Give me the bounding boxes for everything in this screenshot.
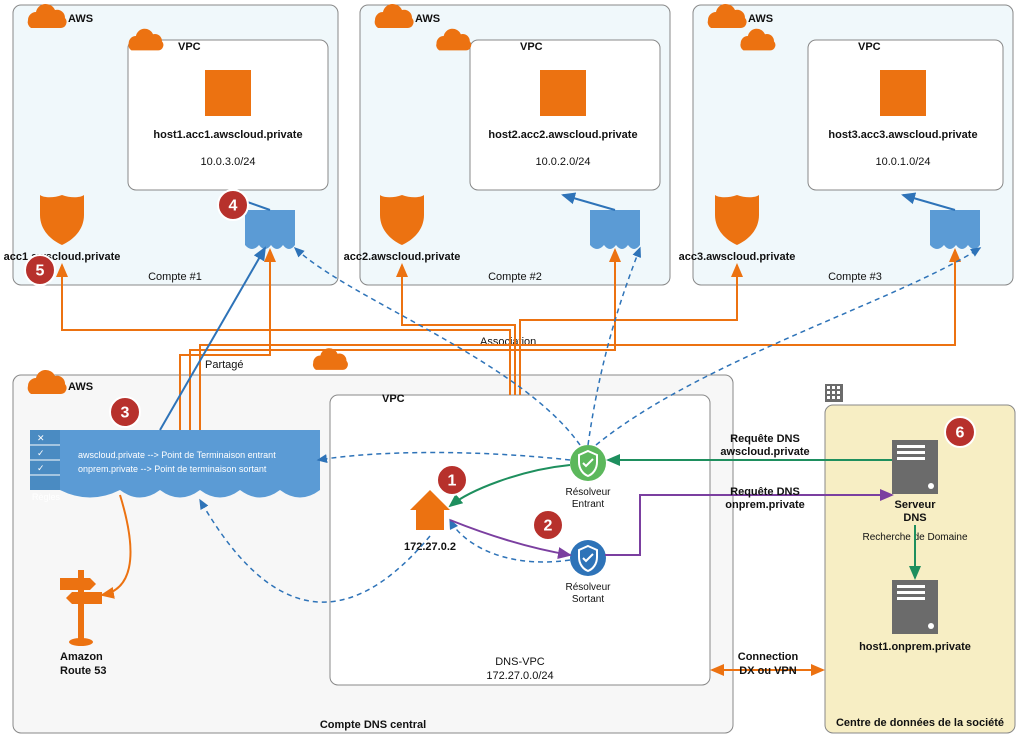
- dns-vpc-cidr: 172.27.0.0/24: [486, 670, 553, 682]
- svg-text:acc2.awscloud.private: acc2.awscloud.private: [344, 251, 461, 263]
- account-title: Compte #1: [148, 271, 202, 283]
- svg-text:Serveur: Serveur: [895, 499, 937, 511]
- dc-title: Centre de données de la société: [836, 717, 1004, 729]
- svg-text:onprem.private: onprem.private: [725, 499, 804, 511]
- r53-label-2: Route 53: [60, 665, 106, 677]
- badge-2-label: 2: [544, 518, 553, 535]
- rules-doc-icon: [245, 210, 295, 249]
- svg-text:10.0.1.0/24: 10.0.1.0/24: [875, 156, 930, 168]
- svg-text:AWS: AWS: [748, 13, 773, 25]
- badge-3-label: 3: [121, 405, 130, 422]
- onprem-host-icon: [892, 580, 938, 634]
- svg-text:Entrant: Entrant: [572, 499, 604, 510]
- badge-1-label: 1: [448, 473, 457, 490]
- badge-5-label: 5: [36, 263, 45, 280]
- svg-text:awscloud.private: awscloud.private: [720, 446, 809, 458]
- rules-doc-icon: [930, 210, 980, 249]
- aws-label: AWS: [68, 13, 93, 25]
- host-icon: [540, 70, 586, 116]
- svg-text:✓: ✓: [37, 463, 45, 473]
- badge-4-label: 4: [229, 198, 238, 215]
- aws-cloud-icon: [28, 370, 67, 394]
- building-icon: [825, 384, 843, 402]
- svg-text:Connection: Connection: [738, 651, 799, 663]
- svg-text:host3.acc3.awscloud.private: host3.acc3.awscloud.private: [828, 129, 977, 141]
- svg-text:DX ou VPN: DX ou VPN: [739, 665, 797, 677]
- zone-label: acc1.awscloud.private: [4, 251, 121, 263]
- dns-ip: 172.27.0.2: [404, 541, 456, 553]
- account-2: AWS VPC host2.acc2.awscloud.private 10.0…: [344, 4, 670, 285]
- svg-text:✓: ✓: [37, 448, 45, 458]
- rule-1: awscloud.private --> Point de Terminaiso…: [78, 450, 276, 460]
- rules-label: Règles: [32, 492, 61, 502]
- rules-panel: ✕ ✓ ✓ Règles awscloud.private --> Point …: [30, 430, 320, 502]
- host-label: host1.acc1.awscloud.private: [153, 129, 302, 141]
- cidr-label: 10.0.3.0/24: [200, 156, 255, 168]
- svg-text:VPC: VPC: [858, 41, 881, 53]
- host-icon: [880, 70, 926, 116]
- svg-text:VPC: VPC: [520, 41, 543, 53]
- rules-doc-icon: [590, 210, 640, 249]
- host-icon: [205, 70, 251, 116]
- svg-text:AWS: AWS: [68, 381, 93, 393]
- svg-text:Requête DNS: Requête DNS: [730, 433, 800, 445]
- onprem-host-label: host1.onprem.private: [859, 641, 971, 653]
- account-1: AWS VPC host1.acc1.awscloud.private 10.0…: [4, 4, 338, 285]
- association-label: Association: [480, 336, 536, 348]
- svg-text:Compte #2: Compte #2: [488, 271, 542, 283]
- vpc-cloud-icon: [313, 348, 348, 370]
- svg-text:✕: ✕: [37, 433, 45, 443]
- vpc-label: VPC: [178, 41, 201, 53]
- svg-text:VPC: VPC: [382, 393, 405, 405]
- svg-text:Requête DNS: Requête DNS: [730, 486, 800, 498]
- outbound-resolver-icon: [570, 540, 606, 576]
- architecture-diagram: AWS VPC host1.acc1.awscloud.private 10.0…: [0, 0, 1024, 741]
- r53-label-1: Amazon: [60, 651, 103, 663]
- svg-text:Sortant: Sortant: [572, 594, 604, 605]
- rule-2: onprem.private --> Point de terminaison …: [78, 464, 267, 474]
- dns-server-icon: [892, 440, 938, 494]
- svg-text:10.0.2.0/24: 10.0.2.0/24: [535, 156, 590, 168]
- dns-vpc-name: DNS-VPC: [495, 656, 545, 668]
- svg-text:Compte #3: Compte #3: [828, 271, 882, 283]
- compte-dns-title: Compte DNS central: [320, 719, 426, 731]
- svg-text:Résolveur: Résolveur: [565, 487, 611, 498]
- badge-6-label: 6: [956, 425, 965, 442]
- partage-label: Partagé: [205, 359, 244, 371]
- inbound-resolver-icon: [570, 445, 606, 481]
- svg-text:AWS: AWS: [415, 13, 440, 25]
- datacenter: Serveur DNS Recherche de Domaine host1.o…: [825, 384, 1015, 733]
- svg-text:acc3.awscloud.private: acc3.awscloud.private: [679, 251, 796, 263]
- svg-text:Résolveur: Résolveur: [565, 582, 611, 593]
- account-3: AWS VPC host3.acc3.awscloud.private 10.0…: [679, 4, 1013, 285]
- svg-text:DNS: DNS: [903, 512, 926, 524]
- svg-text:host2.acc2.awscloud.private: host2.acc2.awscloud.private: [488, 129, 637, 141]
